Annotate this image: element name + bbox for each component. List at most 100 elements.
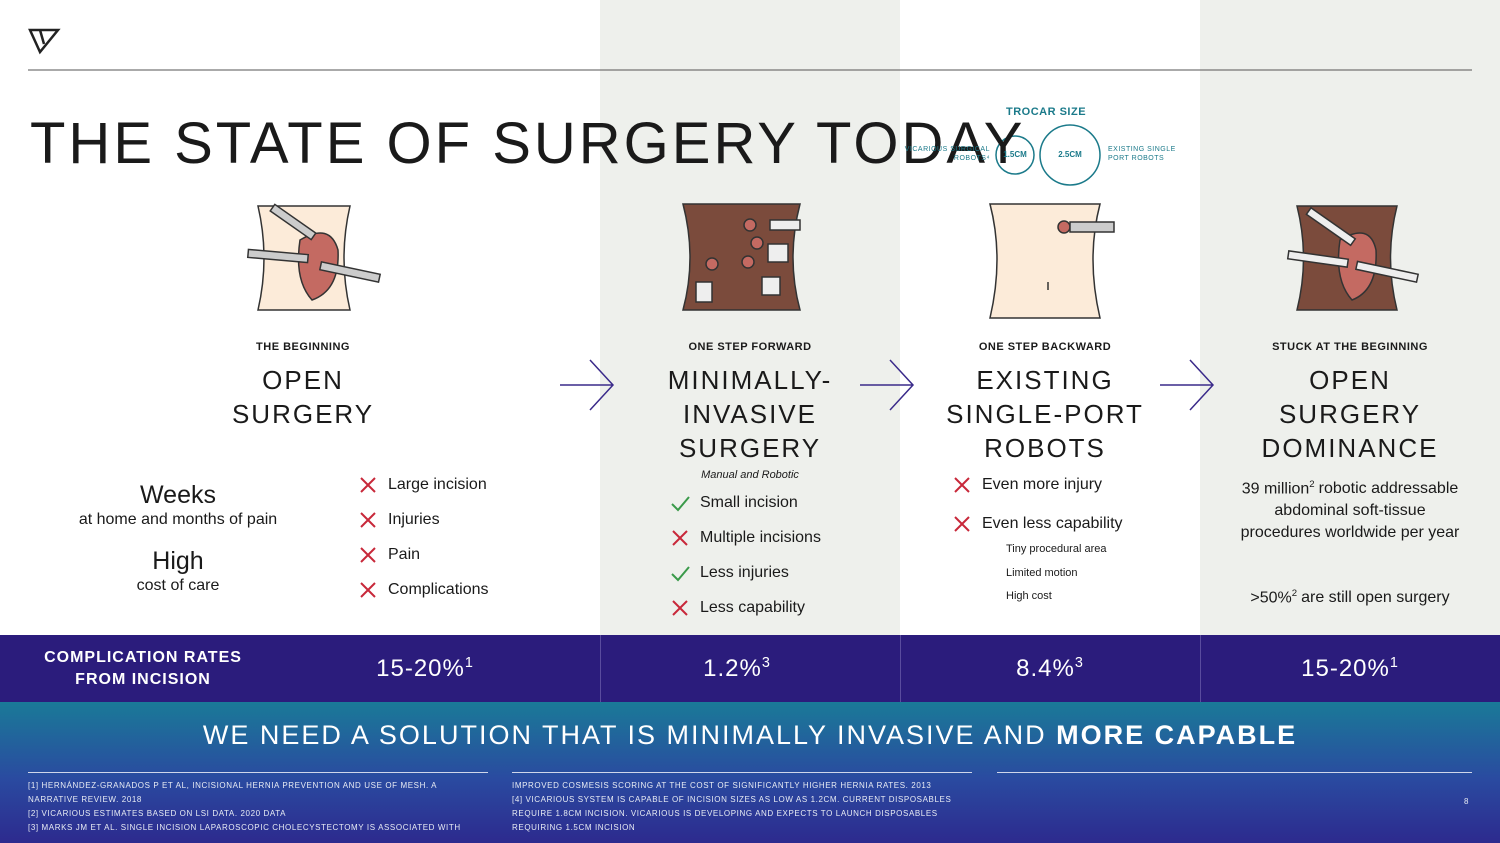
item-text: Complications	[388, 581, 489, 598]
cross-icon	[360, 477, 376, 493]
column-title: ROBOTS	[984, 433, 1106, 463]
cross-icon	[954, 477, 970, 493]
list-item: Even more injury	[952, 475, 1102, 495]
superscript: 2	[1309, 479, 1315, 490]
list-item: Multiple incisions	[670, 528, 821, 548]
separator	[600, 635, 601, 702]
para-lead: 39 million	[1241, 480, 1310, 498]
rate-value: 15-20%	[1301, 655, 1390, 682]
check-icon	[671, 566, 690, 582]
para-text: are still open surgery	[1301, 589, 1450, 607]
rates-label: COMPLICATION RATES	[44, 649, 242, 666]
list-item: Complications	[358, 580, 488, 600]
column-title: DOMINANCE	[1261, 433, 1439, 463]
eyebrow: ONE STEP BACKWARD	[978, 341, 1112, 353]
trocar-right-label: PORT ROBOTS	[1108, 155, 1165, 162]
item-text: Multiple incisions	[700, 529, 821, 546]
cross-icon	[360, 547, 376, 563]
banner-text: WE NEED A SOLUTION THAT IS MINIMALLY INV…	[202, 720, 1047, 750]
cross-icon	[360, 512, 376, 528]
rate-value: 1.2%	[703, 655, 762, 682]
arrows	[560, 359, 1215, 411]
footnote: [4] VICARIOUS SYSTEM IS CAPABLE OF INCIS…	[512, 795, 952, 804]
trocar-left-label: ROBOTS⁴	[953, 155, 990, 162]
list-item: Large incision	[358, 475, 487, 495]
check-icon	[671, 496, 690, 512]
eyebrow: THE BEGINNING	[256, 341, 350, 353]
column-bg	[600, 0, 900, 635]
footnote: NARRATIVE REVIEW. 2018	[28, 795, 142, 804]
column-title: INVASIVE	[682, 399, 818, 429]
artwork	[28, 28, 1472, 411]
trocar-left-label: VICARIOUS SURGICAL	[904, 146, 990, 153]
item-text: Less capability	[700, 599, 805, 616]
cross-icon	[672, 530, 688, 546]
column-title: SURGERY	[678, 433, 822, 463]
torso-single-port	[989, 203, 1115, 319]
trocar-small-label: 1.5CM	[1003, 150, 1027, 159]
torso-open	[246, 203, 382, 311]
cross-icon	[360, 582, 376, 598]
rate: 8.4%3	[1016, 655, 1084, 683]
cross-icon	[954, 516, 970, 532]
banner: WE NEED A SOLUTION THAT IS MINIMALLY INV…	[203, 720, 1297, 751]
footnote: [3] MARKS JM ET AL. SINGLE INCISION LAPA…	[28, 823, 461, 832]
column-title: MINIMALLY-	[667, 365, 833, 395]
list-item: Less capability	[670, 598, 805, 618]
note: Manual and Robotic	[701, 469, 799, 481]
column-bg	[1200, 0, 1500, 635]
list-item: Even less capability	[952, 514, 1123, 534]
item-text: Even less capability	[982, 515, 1123, 532]
footnote: IMPROVED COSMESIS SCORING AT THE COST OF…	[512, 781, 932, 790]
para-text: robotic addressable abdominal soft-tissu…	[1240, 480, 1460, 542]
item-text: Small incision	[700, 494, 798, 511]
footnote: REQUIRING 1.5CM INCISION	[512, 823, 636, 832]
column-title: SINGLE-PORT	[946, 399, 1144, 429]
para-lead: >50%	[1250, 589, 1292, 607]
footnote: [2] VICARIOUS ESTIMATES BASED ON LSI DAT…	[28, 809, 287, 818]
rate: 15-20%1	[376, 655, 474, 683]
torso-mis	[682, 203, 801, 311]
separator	[900, 635, 901, 702]
list-item: Injuries	[358, 510, 440, 530]
rate-footnote: 3	[1074, 655, 1084, 671]
stat-big: Weeks	[140, 481, 216, 509]
column-title: SURGERY	[1278, 399, 1422, 429]
torso-dominance	[1286, 205, 1420, 311]
trocar-large-label: 2.5CM	[1058, 150, 1082, 159]
rate: 15-20%1	[1301, 655, 1399, 683]
stat-small: cost of care	[136, 577, 220, 594]
trocar-small	[995, 135, 1035, 175]
superscript: 2	[1291, 588, 1298, 599]
rate-footnote: 1	[1389, 655, 1399, 671]
sub-item: Tiny procedural area	[1006, 543, 1107, 555]
rates-label: FROM INCISION	[75, 671, 211, 688]
stat-small: at home and months of pain	[78, 511, 278, 528]
item-text: Large incision	[388, 476, 487, 493]
sub-item: Limited motion	[1006, 566, 1078, 579]
banner-bold: MORE CAPABLE	[1056, 720, 1298, 750]
rule	[28, 772, 488, 773]
title: THE STATE OF SURGERY TODAY	[30, 111, 1026, 176]
stat-big: High	[152, 547, 204, 575]
rule	[512, 772, 972, 773]
rates-band	[0, 635, 1500, 702]
separator	[1200, 635, 1201, 702]
trocar-right-label: EXISTING SINGLE	[1108, 146, 1176, 153]
list-item: Less injuries	[670, 563, 789, 583]
rate-footnote: 3	[761, 655, 771, 671]
list-item: Small incision	[670, 493, 798, 513]
logo	[28, 28, 61, 55]
rate-footnote: 1	[464, 655, 474, 671]
rule	[997, 772, 1472, 773]
column-title: OPEN	[1309, 365, 1391, 395]
item-text: Less injuries	[700, 564, 789, 581]
cross-icon	[672, 600, 688, 616]
page-number: 8	[1464, 797, 1470, 806]
sub-item: High cost	[1006, 590, 1052, 602]
column-title: OPEN	[262, 365, 344, 395]
rate: 1.2%3	[703, 655, 771, 683]
item-text: Pain	[388, 546, 421, 563]
footnote: REQUIRE 1.8CM INCISION. VICARIOUS IS DEV…	[512, 809, 938, 818]
